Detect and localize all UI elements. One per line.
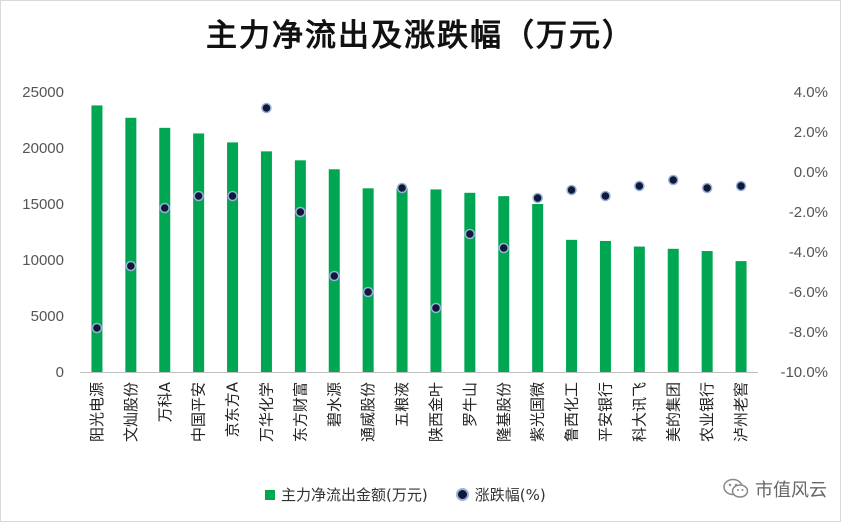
scatter-point — [125, 260, 137, 272]
watermark: 市值风云 — [723, 476, 827, 502]
bar — [566, 239, 578, 372]
scatter-point — [668, 174, 679, 186]
category-label: 东方财富 — [291, 382, 309, 442]
category-label: 泸州老窖 — [732, 382, 750, 442]
category-label: 五粮液 — [393, 382, 411, 427]
bar — [667, 248, 679, 372]
category-label: 中国平安 — [190, 382, 208, 442]
wechat-icon — [723, 478, 749, 498]
bar — [294, 160, 306, 372]
category-label: 鲁西化工 — [563, 382, 581, 442]
bar — [498, 196, 510, 372]
y-right-tick-label: -6.0% — [789, 284, 828, 301]
scatter-point — [362, 286, 374, 298]
category-label: 隆基股份 — [495, 382, 513, 442]
scatter-series — [91, 102, 747, 334]
category-labels: 阳光电源 文灿股份 万科A 中国平安 京东方A 万华化学 东方财富 碧水源 通威股份 五粮液 陕西金… — [88, 381, 750, 442]
category-label: 文灿股份 — [122, 382, 140, 442]
scatter-point — [193, 190, 204, 202]
scatter-point — [261, 102, 272, 114]
y-right-tick-label: -10.0% — [780, 364, 828, 381]
legend-bar-swatch — [265, 489, 275, 500]
scatter-point — [735, 180, 747, 192]
scatter-point — [634, 180, 645, 192]
bar — [396, 188, 408, 372]
scatter-point — [396, 182, 408, 194]
bar — [532, 204, 544, 372]
scatter-point — [430, 302, 442, 314]
y-right-tick-label: 0.0% — [794, 164, 828, 181]
bar — [701, 251, 713, 372]
scatter-point — [91, 322, 103, 334]
scatter-point — [329, 270, 340, 282]
bar — [193, 133, 205, 372]
legend-bar-label: 主力净流出金额(万元) — [281, 486, 428, 504]
bar — [227, 142, 239, 372]
y-left-tick-label: 20000 — [22, 140, 64, 157]
legend-dot-label: 涨跌幅(%) — [474, 486, 546, 504]
legend: 主力净流出金额(万元) 涨跌幅(%) — [265, 484, 574, 505]
category-label: 万科A — [156, 381, 174, 422]
y-left-tick-label: 25000 — [22, 84, 64, 101]
category-label: 罗牛山 — [461, 382, 479, 427]
y-right-tick-label: 4.0% — [794, 84, 828, 101]
y-left-tick-label: 0 — [56, 364, 64, 381]
category-label: 美的集团 — [664, 382, 682, 442]
y-right-tick-label: -4.0% — [789, 244, 828, 261]
bar — [633, 246, 645, 372]
category-label: 农业银行 — [698, 382, 716, 442]
scatter-point — [566, 184, 577, 196]
bar-series — [91, 105, 747, 372]
scatter-point — [464, 228, 476, 240]
y-left-tick-label: 10000 — [22, 252, 64, 269]
chart-title: 主力净流出及涨跌幅（万元） — [206, 18, 635, 54]
scatter-point — [701, 182, 713, 194]
y-left-tick-label: 15000 — [22, 196, 64, 213]
bar — [260, 151, 272, 372]
bar — [159, 127, 171, 372]
scatter-point — [532, 192, 543, 204]
legend-dot-swatch — [455, 488, 469, 501]
category-label: 碧水源 — [325, 382, 343, 427]
scatter-point — [295, 206, 306, 218]
watermark-text: 市值风云 — [755, 480, 827, 501]
category-label: 平安银行 — [596, 382, 614, 442]
category-label: 万华化学 — [257, 382, 275, 442]
category-label: 京东方A — [224, 381, 242, 437]
y-right-tick-label: -8.0% — [789, 324, 828, 341]
legend-item-bar: 主力净流出金额(万元) — [265, 484, 428, 505]
axes: 0 5000 10000 15000 20000 25000 -10.0% -8.0% -6.0… — [22, 84, 828, 381]
category-label: 紫光国微 — [529, 382, 547, 442]
bar — [430, 189, 442, 372]
bar — [125, 117, 137, 372]
category-label: 科大讯飞 — [630, 382, 648, 442]
bar — [328, 169, 340, 372]
bar — [735, 261, 747, 372]
legend-item-dot: 涨跌幅(%) — [455, 484, 546, 505]
bar — [464, 192, 476, 372]
scatter-point — [159, 202, 170, 214]
y-left-tick-label: 5000 — [31, 308, 64, 325]
bar — [599, 240, 611, 372]
scatter-point — [227, 190, 238, 202]
scatter-point — [600, 190, 611, 202]
category-label: 陕西金叶 — [427, 382, 445, 442]
scatter-point — [498, 242, 509, 254]
y-right-tick-label: 2.0% — [794, 124, 828, 141]
bar — [91, 105, 103, 372]
y-right-tick-label: -2.0% — [789, 204, 828, 221]
category-label: 通威股份 — [359, 382, 377, 442]
category-label: 阳光电源 — [88, 382, 106, 442]
bar — [362, 188, 374, 372]
